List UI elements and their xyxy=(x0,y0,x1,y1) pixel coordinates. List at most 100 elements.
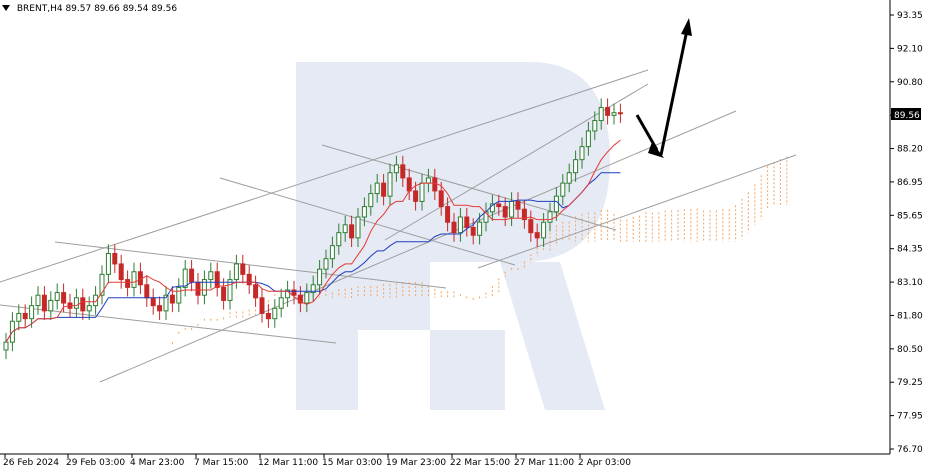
candle-body xyxy=(451,221,457,234)
candle-body xyxy=(265,312,271,320)
candle-body xyxy=(61,292,67,304)
candle-body xyxy=(208,271,214,281)
candle-body xyxy=(54,292,60,301)
candle-body xyxy=(118,263,124,281)
candle-body xyxy=(355,216,361,239)
candle-body xyxy=(361,206,367,218)
candle-body xyxy=(48,299,54,312)
candle-body xyxy=(278,297,284,309)
candle-body xyxy=(438,190,444,208)
candle-body xyxy=(227,279,233,301)
candle-body xyxy=(560,182,566,197)
watermark-logo xyxy=(296,62,610,410)
candle-body xyxy=(125,279,131,288)
candle-body xyxy=(169,294,175,304)
candle-body xyxy=(393,164,399,174)
ichimoku-cloud xyxy=(171,156,788,345)
price-tick-label: 88.20 xyxy=(897,145,923,155)
price-tick-label: 90.80 xyxy=(897,78,923,88)
candle-body xyxy=(400,164,406,179)
candle-body xyxy=(541,221,547,239)
candle-body xyxy=(157,305,163,312)
price-tick-label: 86.95 xyxy=(897,178,923,188)
price-tick-label: 83.10 xyxy=(897,278,923,288)
candle-body xyxy=(585,130,591,148)
candle-body xyxy=(432,177,438,192)
candle-body xyxy=(272,307,278,320)
candle-body xyxy=(470,226,476,236)
candle-body xyxy=(80,297,86,312)
dropdown-triangle-icon[interactable] xyxy=(2,5,10,11)
kijun-line xyxy=(5,172,621,343)
candle-body xyxy=(16,312,22,322)
candle-body xyxy=(605,107,611,116)
candle-body xyxy=(86,305,92,312)
candle-body xyxy=(598,107,604,122)
candle-body xyxy=(310,284,316,294)
candle-body xyxy=(509,200,515,218)
candle-body xyxy=(611,112,617,116)
candle-body xyxy=(297,294,303,304)
candle-body xyxy=(221,286,227,301)
trend-line xyxy=(384,83,649,241)
forecast-arrow-up xyxy=(659,29,689,156)
candle-body xyxy=(131,271,137,288)
candle-body xyxy=(253,284,259,299)
tenkan-line xyxy=(5,139,621,343)
current-price-label: 89.56 xyxy=(891,108,921,121)
candle-body xyxy=(521,208,527,221)
candle-body xyxy=(425,177,431,184)
candle-body xyxy=(464,216,470,228)
candle-body xyxy=(381,182,387,197)
time-tick-label: 2 Apr 03:00 xyxy=(578,458,631,468)
candle-body xyxy=(566,172,572,184)
trend-line xyxy=(477,154,797,269)
time-tick-label: 27 Mar 11:00 xyxy=(514,458,574,468)
candle-body xyxy=(41,294,47,312)
candle-body xyxy=(259,297,265,314)
candle-body xyxy=(579,146,585,161)
trend-line xyxy=(0,304,337,344)
candle-body xyxy=(22,312,28,320)
candle-body xyxy=(3,341,9,351)
forecast-arrowhead-up xyxy=(681,18,692,36)
candle-body xyxy=(144,284,150,299)
time-tick-label: 7 Mar 15:00 xyxy=(194,458,249,468)
chart-header: BRENT,H4 89.57 89.66 89.54 89.56 xyxy=(2,4,177,14)
time-tick-label: 22 Mar 15:00 xyxy=(450,458,510,468)
candle-body xyxy=(547,211,553,223)
candle-body xyxy=(457,216,463,234)
symbol-label: BRENT,H4 xyxy=(16,4,63,14)
ohlc-values: 89.57 89.66 89.54 89.56 xyxy=(65,4,178,14)
candle-body xyxy=(368,193,374,208)
current-price-value: 89.56 xyxy=(894,111,920,121)
time-axis: 26 Feb 2024 29 Feb 03:00 4 Mar 23:00 7 Mar … xyxy=(3,454,631,468)
candle-body xyxy=(93,294,99,307)
price-tick-label: 84.35 xyxy=(897,245,923,255)
candle-body xyxy=(323,258,329,270)
candle-body xyxy=(105,253,111,275)
candle-body xyxy=(534,232,540,239)
candle-body xyxy=(176,286,182,304)
candle-body xyxy=(150,297,156,307)
candle-body xyxy=(496,203,502,208)
time-tick-label: 19 Mar 23:00 xyxy=(386,458,446,468)
candle-body xyxy=(29,305,35,320)
candle-body xyxy=(291,289,297,296)
candle-body xyxy=(285,289,291,299)
candle-body xyxy=(553,195,559,213)
trend-line xyxy=(99,110,737,383)
candle-body xyxy=(387,172,393,197)
candle-body xyxy=(317,268,323,286)
candle-body xyxy=(201,279,207,296)
candle-body xyxy=(336,232,342,247)
candle-body xyxy=(73,297,79,309)
candle-body xyxy=(240,263,246,275)
forecast-arrows xyxy=(635,18,692,158)
candle-body xyxy=(528,219,534,234)
time-tick-label: 15 Mar 03:00 xyxy=(322,458,382,468)
price-tick-label: 80.50 xyxy=(897,345,923,355)
candle-body xyxy=(413,190,419,202)
candle-body xyxy=(374,182,380,195)
